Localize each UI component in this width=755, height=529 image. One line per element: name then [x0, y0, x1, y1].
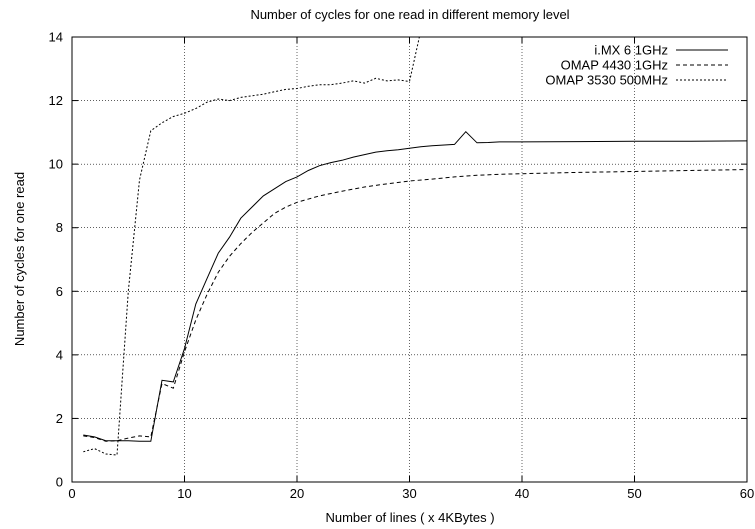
x-tick-label: 40	[515, 486, 529, 501]
series-line-2	[83, 169, 747, 442]
axis-ticks: 0 10 20 30 40 50 60 0 2 4 6 8 10 12 14	[49, 30, 755, 502]
y-tick-label: 10	[49, 157, 63, 172]
x-tick-label: 60	[740, 486, 754, 501]
x-tick-label: 20	[290, 486, 304, 501]
y-tick-label: 12	[49, 93, 63, 108]
y-tick-label: 0	[56, 475, 63, 490]
x-tick-label: 10	[177, 486, 191, 501]
series-layer	[83, 37, 747, 456]
y-tick-label: 14	[49, 30, 63, 45]
legend-label-1: i.MX 6 1GHz	[594, 43, 668, 58]
series-line-1	[83, 130, 747, 442]
y-tick-label: 6	[56, 284, 63, 299]
legend-label-3: OMAP 3530 500MHz	[545, 73, 668, 88]
y-tick-label: 8	[56, 220, 63, 235]
series-line-3	[83, 37, 420, 456]
x-tick-label: 0	[68, 486, 75, 501]
grid	[72, 37, 747, 482]
x-axis-title: Number of lines ( x 4KBytes )	[325, 510, 494, 525]
y-tick-label: 4	[56, 347, 63, 362]
y-axis-title: Number of cycles for one read	[12, 172, 27, 346]
chart-title: Number of cycles for one read in differe…	[250, 7, 569, 22]
x-tick-label: 50	[627, 486, 641, 501]
legend-label-2: OMAP 4430 1GHz	[561, 58, 668, 73]
x-tick-label: 30	[402, 486, 416, 501]
y-tick-label: 2	[56, 411, 63, 426]
